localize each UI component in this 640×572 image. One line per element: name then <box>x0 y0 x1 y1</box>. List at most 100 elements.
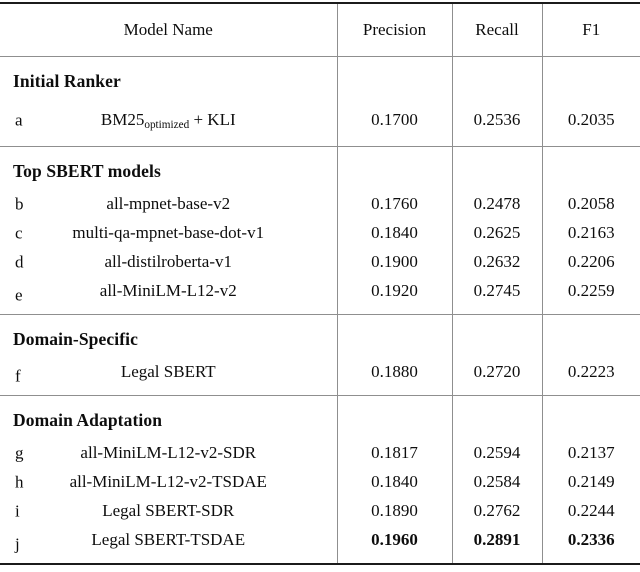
row-key: h <box>15 472 24 491</box>
recall-value: 0.2762 <box>451 496 542 525</box>
f1-value: 0.2259 <box>541 276 640 315</box>
empty-cell <box>336 146 452 189</box>
model-name: multi-qa-mpnet-base-dot-v1 <box>72 223 265 242</box>
section-title: Initial Ranker <box>13 71 121 91</box>
recall-value: 0.2584 <box>451 467 542 496</box>
f1-value: 0.2035 <box>541 99 640 147</box>
section-title: Domain Adaptation <box>13 410 163 430</box>
f1-value: 0.2244 <box>541 496 640 525</box>
model-cell: j Legal SBERT-TSDAE <box>0 525 337 564</box>
column-header-f1: F1 <box>541 3 640 57</box>
precision-value: 0.1900 <box>336 247 452 276</box>
recall-value: 0.2745 <box>451 276 542 315</box>
row-key: c <box>15 223 23 242</box>
table-row-a: a BM25optimized + KLI 0.1700 0.2536 0.2035 <box>0 99 640 147</box>
model-cell: h all-MiniLM-L12-v2-TSDAE <box>0 467 337 496</box>
model-cell: a BM25optimized + KLI <box>0 99 337 147</box>
f1-value: 0.2163 <box>541 218 640 247</box>
header-row: Model Name Precision Recall F1 <box>0 3 640 57</box>
precision-value: 0.1880 <box>336 357 452 396</box>
precision-value: 0.1890 <box>336 496 452 525</box>
model-cell: f Legal SBERT <box>0 357 337 396</box>
model-name: Legal SBERT-TSDAE <box>91 530 246 549</box>
row-key: j <box>15 534 20 554</box>
table-row-b: b all-mpnet-base-v2 0.1760 0.2478 0.2058 <box>0 189 640 218</box>
row-key: d <box>15 252 24 271</box>
row-key: g <box>15 443 24 462</box>
f1-value: 0.2058 <box>541 189 640 218</box>
model-name: all-MiniLM-L12-v2-SDR <box>80 443 257 462</box>
empty-cell <box>336 395 452 438</box>
precision-value: 0.1700 <box>336 99 452 147</box>
table-row-c: c multi-qa-mpnet-base-dot-v1 0.1840 0.2625 0… <box>0 218 640 247</box>
recall-value: 0.2536 <box>451 99 542 147</box>
precision-value: 0.1960 <box>336 525 452 564</box>
table-row-f: f Legal SBERT 0.1880 0.2720 0.2223 <box>0 357 640 396</box>
f1-value: 0.2206 <box>541 247 640 276</box>
recall-value: 0.2478 <box>451 189 542 218</box>
empty-cell <box>336 314 452 357</box>
table-row-h: h all-MiniLM-L12-v2-TSDAE 0.1840 0.2584 0.21… <box>0 467 640 496</box>
section-domain-specific: Domain-Specific f Legal SBERT 0.1880 0.2720 0… <box>0 314 640 396</box>
f1-value: 0.2223 <box>541 357 640 396</box>
f1-value: 0.2336 <box>541 525 640 564</box>
section-title-row: Domain-Specific <box>0 314 640 357</box>
table-row-g: g all-MiniLM-L12-v2-SDR 0.1817 0.2594 0.2137 <box>0 438 640 467</box>
model-cell: i Legal SBERT-SDR <box>0 496 337 525</box>
model-name: all-mpnet-base-v2 <box>106 194 231 213</box>
section-title-row: Top SBERT models <box>0 146 640 189</box>
empty-cell <box>336 56 452 99</box>
table-row-e: e all-MiniLM-L12-v2 0.1920 0.2745 0.2259 <box>0 276 640 315</box>
section-title-row: Domain Adaptation <box>0 395 640 438</box>
column-header-precision: Precision <box>336 3 452 57</box>
section-domain-adaptation: Domain Adaptation g all-MiniLM-L12-v2-SDR 0… <box>0 395 640 564</box>
column-header-recall: Recall <box>451 3 542 57</box>
model-name: all-MiniLM-L12-v2 <box>99 281 237 300</box>
model-cell: g all-MiniLM-L12-v2-SDR <box>0 438 337 467</box>
precision-value: 0.1760 <box>336 189 452 218</box>
recall-value: 0.2720 <box>451 357 542 396</box>
empty-cell <box>451 56 542 99</box>
empty-cell <box>451 146 542 189</box>
model-name-subscript: optimized <box>144 119 190 132</box>
table-row-d: d all-distilroberta-v1 0.1900 0.2632 0.2206 <box>0 247 640 276</box>
precision-value: 0.1840 <box>336 218 452 247</box>
f1-value: 0.2149 <box>541 467 640 496</box>
model-name: all-MiniLM-L12-v2-TSDAE <box>69 472 267 491</box>
empty-cell <box>541 314 640 357</box>
empty-cell <box>451 395 542 438</box>
column-header-model-name: Model Name <box>0 3 337 57</box>
section-initial-ranker: Initial Ranker a BM25optimized + KLI 0.1700… <box>0 56 640 147</box>
model-cell: e all-MiniLM-L12-v2 <box>0 276 337 315</box>
model-name-rest: + KLI <box>189 110 236 129</box>
table-row-i: i Legal SBERT-SDR 0.1890 0.2762 0.2244 <box>0 496 640 525</box>
recall-value: 0.2625 <box>451 218 542 247</box>
row-key: e <box>15 285 23 305</box>
model-cell: c multi-qa-mpnet-base-dot-v1 <box>0 218 337 247</box>
empty-cell <box>451 314 542 357</box>
section-title-row: Initial Ranker <box>0 56 640 99</box>
model-name: all-distilroberta-v1 <box>104 252 232 271</box>
row-key: a <box>15 110 23 130</box>
recall-value: 0.2632 <box>451 247 542 276</box>
section-title: Top SBERT models <box>13 161 161 181</box>
model-name-base: BM25 <box>100 110 145 129</box>
empty-cell <box>541 395 640 438</box>
row-key: f <box>15 366 21 386</box>
model-name: BM25optimized + KLI <box>100 110 236 132</box>
model-cell: d all-distilroberta-v1 <box>0 247 337 276</box>
empty-cell <box>541 146 640 189</box>
model-name: Legal SBERT <box>120 362 216 381</box>
recall-value: 0.2594 <box>451 438 542 467</box>
precision-value: 0.1840 <box>336 467 452 496</box>
empty-cell <box>541 56 640 99</box>
f1-value: 0.2137 <box>541 438 640 467</box>
recall-value: 0.2891 <box>451 525 542 564</box>
precision-value: 0.1817 <box>336 438 452 467</box>
row-key: i <box>15 501 20 520</box>
section-title: Domain-Specific <box>13 329 138 349</box>
precision-value: 0.1920 <box>336 276 452 315</box>
table-row-j: j Legal SBERT-TSDAE 0.1960 0.2891 0.2336 <box>0 525 640 564</box>
